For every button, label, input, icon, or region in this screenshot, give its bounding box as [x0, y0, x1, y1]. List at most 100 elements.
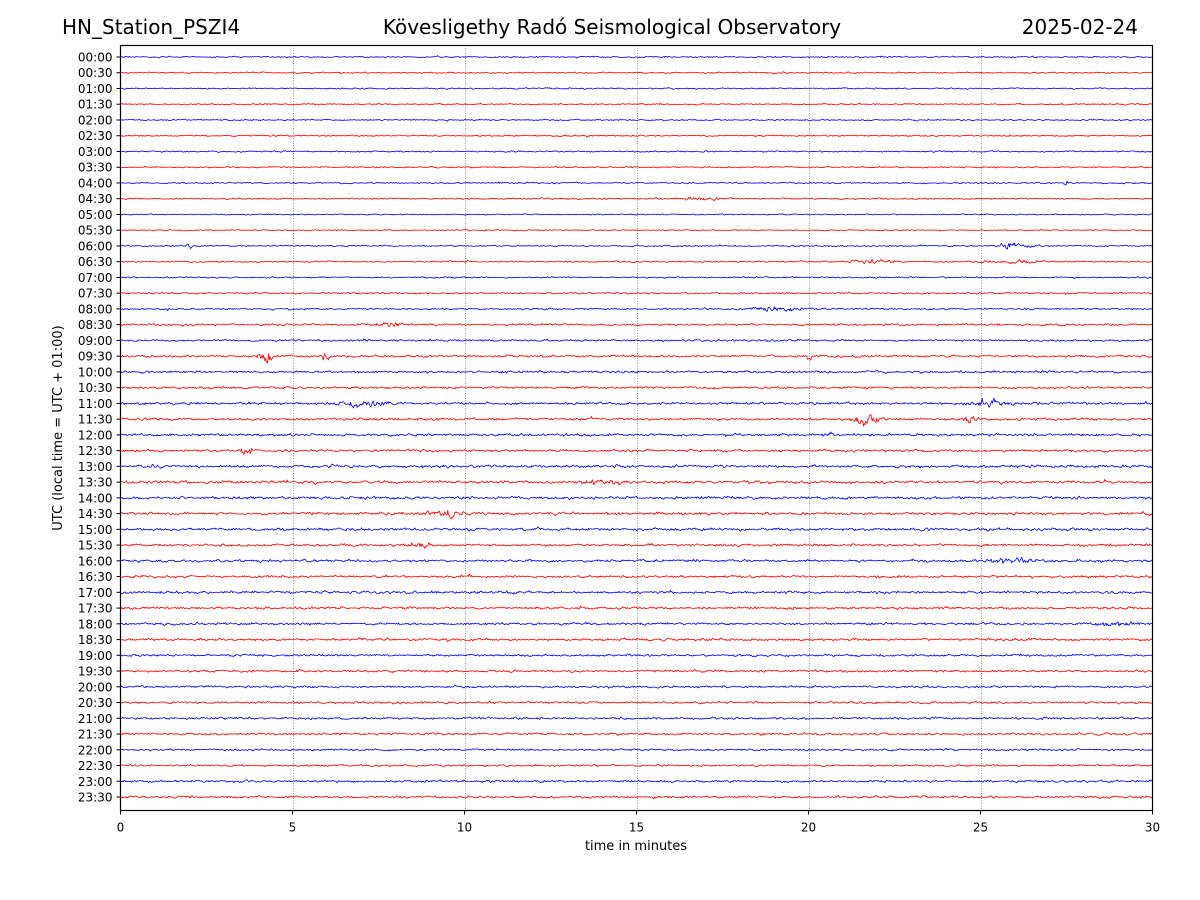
- trace-1330: [120, 479, 1153, 486]
- y-tick-label: 16:30: [78, 570, 113, 584]
- y-tick-label: 11:30: [78, 413, 113, 427]
- x-tick-label: 25: [973, 821, 988, 835]
- y-tick-label: 03:30: [78, 161, 113, 175]
- trace-0300: [120, 150, 1153, 153]
- trace-1130: [120, 414, 1153, 427]
- y-tick-label: 10:00: [78, 365, 113, 379]
- y-tick-label: 04:00: [78, 176, 113, 190]
- y-tick-label: 17:30: [78, 602, 113, 616]
- trace-0430: [120, 196, 1153, 202]
- plot-frame: [119, 44, 1154, 812]
- y-tick-label: 21:30: [78, 728, 113, 742]
- y-tick-label: 16:00: [78, 554, 113, 568]
- y-tick-label: 17:00: [78, 586, 113, 600]
- y-tick-label: 09:30: [78, 350, 113, 364]
- x-axis-label: time in minutes: [585, 839, 687, 854]
- y-tick-label: 20:30: [78, 696, 113, 710]
- trace-0700: [120, 275, 1153, 280]
- trace-1230: [120, 448, 1153, 455]
- x-tick-label: 20: [801, 821, 816, 835]
- trace-1530: [120, 542, 1153, 549]
- y-tick-label: 00:30: [78, 66, 113, 80]
- observatory-title: Kövesligethy Radó Seismological Observat…: [382, 15, 842, 39]
- y-tick-label: 00:00: [78, 51, 113, 65]
- trace-0130: [120, 102, 1153, 106]
- y-tick-label: 11:00: [78, 397, 113, 411]
- y-tick-label: 12:00: [78, 428, 113, 442]
- y-tick-label: 08:30: [78, 318, 113, 332]
- trace-1700: [120, 589, 1153, 595]
- y-tick-label: 12:30: [78, 444, 113, 458]
- trace-1030: [120, 385, 1153, 390]
- y-tick-label: 14:30: [78, 507, 113, 521]
- y-tick-label: 10:30: [78, 381, 113, 395]
- y-tick-label: 20:00: [78, 680, 113, 694]
- x-tick-label: 15: [629, 821, 644, 835]
- y-tick-label: 06:30: [78, 255, 113, 269]
- trace-0030: [120, 71, 1153, 75]
- y-tick-label: 01:30: [78, 98, 113, 112]
- y-tick-label: 04:30: [78, 192, 113, 206]
- x-tick-label: 10: [457, 821, 472, 835]
- y-tick-label: 14:00: [78, 491, 113, 505]
- trace-0900: [120, 338, 1153, 343]
- station-name: HN_Station_PSZI4: [62, 15, 241, 39]
- trace-2300: [120, 779, 1153, 784]
- y-tick-label: 21:00: [78, 712, 113, 726]
- trace-0400: [120, 180, 1153, 186]
- trace-0830: [120, 322, 1153, 328]
- trace-1300: [120, 463, 1153, 469]
- traces: [120, 55, 1153, 800]
- trace-2000: [120, 684, 1153, 689]
- trace-0100: [120, 87, 1153, 91]
- trace-0630: [120, 259, 1153, 265]
- grid-lines: [293, 45, 982, 811]
- trace-1000: [120, 370, 1153, 374]
- trace-2230: [120, 763, 1153, 768]
- trace-1900: [120, 653, 1153, 658]
- trace-0500: [120, 213, 1153, 216]
- trace-1100: [120, 397, 1153, 409]
- trace-1800: [120, 621, 1153, 627]
- trace-1600: [120, 557, 1153, 564]
- trace-2030: [120, 700, 1153, 705]
- y-tick-label: 02:30: [78, 129, 113, 143]
- y-tick-label: 18:30: [78, 633, 113, 647]
- x-tick-label: 30: [1145, 821, 1160, 835]
- trace-2330: [120, 795, 1153, 800]
- x-tick-label: 0: [117, 821, 125, 835]
- trace-0200: [120, 118, 1153, 122]
- trace-1730: [120, 605, 1153, 611]
- y-tick-label: 23:30: [78, 791, 113, 805]
- trace-0800: [120, 306, 1153, 312]
- trace-1830: [120, 637, 1153, 642]
- y-tick-label: 02:00: [78, 113, 113, 127]
- record-date: 2025-02-24: [1021, 15, 1138, 39]
- y-tick-label: 05:30: [78, 224, 113, 238]
- trace-0730: [120, 291, 1153, 295]
- trace-1200: [120, 431, 1153, 437]
- y-tick-label: 23:00: [78, 775, 113, 789]
- trace-0600: [120, 242, 1153, 250]
- y-tick-label: 06:00: [78, 239, 113, 253]
- y-tick-label: 13:30: [78, 476, 113, 490]
- trace-1930: [120, 668, 1153, 673]
- y-tick-label: 19:30: [78, 665, 113, 679]
- trace-0000: [120, 55, 1153, 59]
- y-tick-label: 15:00: [78, 523, 113, 537]
- trace-2130: [120, 732, 1153, 736]
- y-tick-label: 13:00: [78, 460, 113, 474]
- trace-1400: [120, 495, 1153, 501]
- trace-1630: [120, 573, 1153, 579]
- y-tick-label: 22:30: [78, 759, 113, 773]
- trace-0530: [120, 228, 1153, 232]
- y-tick-label: 22:00: [78, 743, 113, 757]
- trace-0230: [120, 134, 1153, 138]
- x-axis-ticks: 0 5 10 15 20 25 30: [117, 810, 1160, 835]
- trace-0330: [120, 165, 1153, 169]
- y-tick-label: 01:00: [78, 82, 113, 96]
- trace-2200: [120, 747, 1153, 752]
- trace-0930: [120, 353, 1153, 364]
